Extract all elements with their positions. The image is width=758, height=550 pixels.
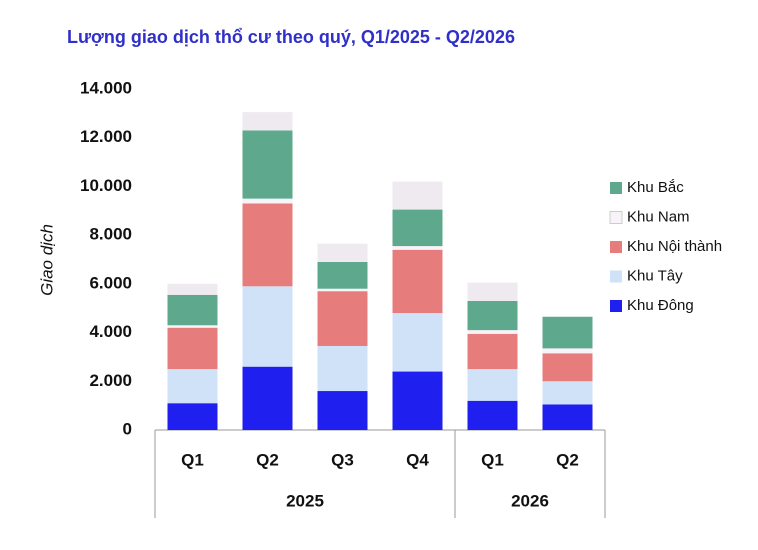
bar-segment [242,198,293,204]
legend-label: Khu Tây [627,267,683,284]
y-axis-label: Giao dịch [37,224,56,296]
bar-segment [467,369,518,401]
bar-segment [317,243,368,262]
bar-segment [392,371,443,430]
group-label: 2026 [511,491,549,510]
legend-label: Khu Nội thành [627,238,722,255]
bar-segment [317,291,368,346]
y-tick-label: 10.000 [80,176,132,195]
bar-segment [467,330,518,334]
bar-segment [392,313,443,372]
group-label: 2025 [286,491,324,510]
y-tick-label: 4.000 [89,322,132,341]
bar-segment [242,286,293,367]
x-tick-label: Q1 [181,450,204,469]
bar-segment [542,348,593,354]
y-tick-label: 2.000 [89,371,132,390]
bar-segment [467,300,518,331]
bar-segment [467,400,518,430]
bar-segment [542,404,593,430]
legend-swatch [610,182,622,194]
bar-segment [167,403,218,430]
bar-segment [242,366,293,430]
bar-segment [317,288,368,292]
bar-segment [242,130,293,199]
bar-segment [317,261,368,289]
y-tick-label: 0 [123,419,132,438]
legend-label: Khu Nam [627,208,690,225]
bar-segment [167,294,218,326]
y-tick-label: 14.000 [80,78,132,97]
bar-segment [467,333,518,370]
legend-label: Khu Đông [627,297,694,314]
x-tick-label: Q1 [481,450,504,469]
bar-segment [542,353,593,382]
y-tick-label: 12.000 [80,127,132,146]
bar-segment [392,249,443,314]
legend-swatch [610,300,622,312]
bar-segment [167,283,218,295]
legend-swatch [610,241,622,253]
legend-swatch [609,211,623,224]
bar-segment [392,209,443,247]
bar-segment [542,316,593,349]
x-tick-label: Q2 [256,450,279,469]
bar-segment [392,246,443,250]
bar-segment [467,282,518,301]
chart-title: Lượng giao dịch thổ cư theo quý, Q1/2025… [67,27,515,47]
bar-segment [317,345,368,392]
x-tick-label: Q4 [406,450,429,469]
bar-segment [167,327,218,370]
legend-label: Khu Bắc [627,179,684,196]
legend-swatch [610,270,622,283]
bar-segment [167,325,218,328]
x-tick-label: Q3 [331,450,354,469]
y-tick-label: 8.000 [89,225,132,244]
bar-segment [542,381,593,405]
bar-segment [392,181,443,210]
bar-segment [242,112,293,131]
x-tick-label: Q2 [556,450,579,469]
y-tick-label: 6.000 [89,273,132,292]
bar-segment [167,369,218,404]
bar-segment [317,391,368,430]
bar-segment [242,203,293,287]
